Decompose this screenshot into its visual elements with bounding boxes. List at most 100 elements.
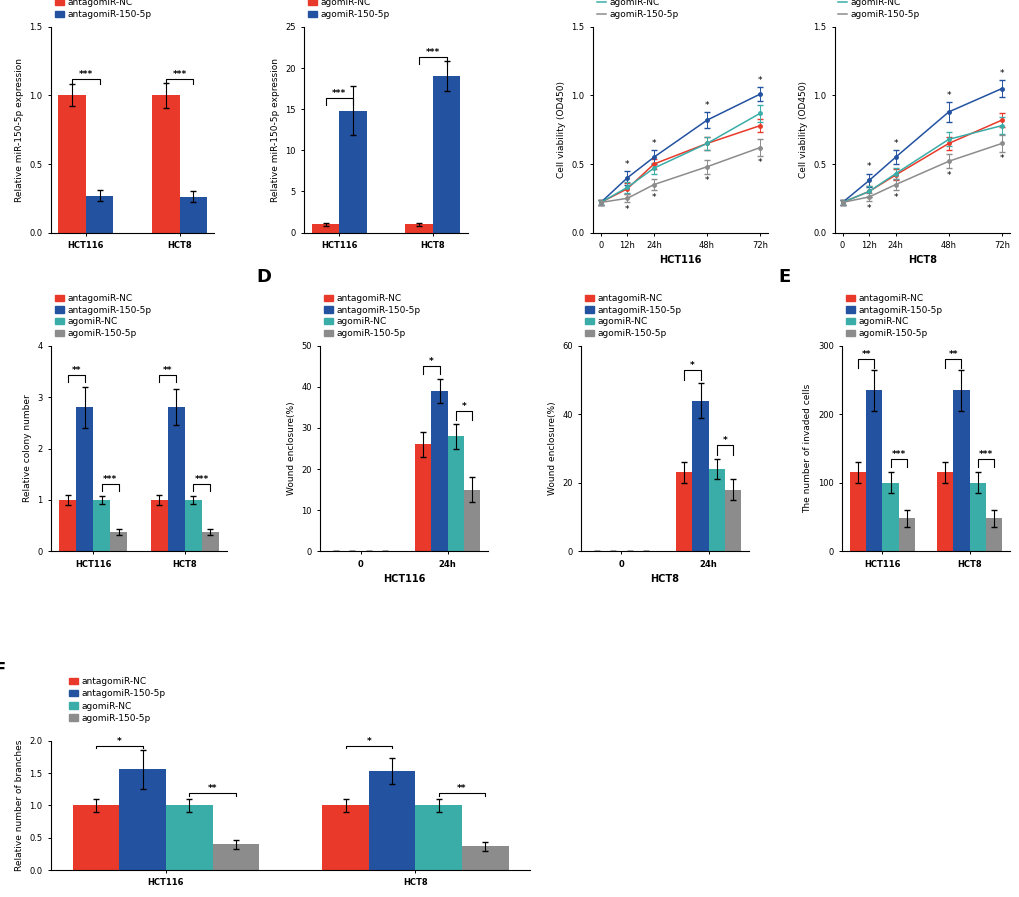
- Text: *: *: [893, 193, 897, 202]
- Bar: [179, 197, 207, 232]
- Bar: [447, 436, 464, 552]
- Text: D: D: [257, 267, 271, 285]
- Bar: [953, 390, 969, 552]
- Text: ***: ***: [172, 70, 186, 79]
- Text: *: *: [999, 154, 1003, 163]
- Text: *: *: [651, 139, 655, 148]
- Legend: antagomiR-NC, antagomiR-150-5p, agomiR-NC, agomiR-150-5p: antagomiR-NC, antagomiR-150-5p, agomiR-N…: [592, 0, 696, 22]
- Bar: [865, 390, 881, 552]
- Text: *: *: [366, 736, 371, 745]
- Text: **: **: [71, 367, 81, 376]
- Text: **: **: [457, 784, 467, 793]
- Bar: [86, 196, 113, 232]
- Bar: [462, 846, 508, 870]
- Text: *: *: [462, 403, 466, 412]
- Text: **: **: [860, 351, 870, 360]
- Bar: [406, 224, 432, 232]
- Bar: [202, 532, 219, 552]
- Text: F: F: [0, 661, 6, 679]
- Text: ***: ***: [195, 475, 209, 484]
- Bar: [725, 490, 741, 552]
- Bar: [152, 95, 179, 232]
- Bar: [119, 769, 166, 870]
- Text: ***: ***: [891, 449, 905, 458]
- Bar: [692, 401, 708, 552]
- Text: ***: ***: [78, 70, 93, 79]
- Y-axis label: Cell viability (OD450): Cell viability (OD450): [798, 82, 807, 179]
- Legend: antagomiR-NC, antagomiR-150-5p: antagomiR-NC, antagomiR-150-5p: [51, 0, 155, 22]
- Text: E: E: [777, 267, 790, 285]
- Bar: [58, 95, 86, 232]
- Bar: [415, 806, 462, 870]
- Bar: [339, 111, 367, 232]
- Legend: antagomiR-NC, antagomiR-150-5p, agomiR-NC, agomiR-150-5p: antagomiR-NC, antagomiR-150-5p, agomiR-N…: [834, 0, 937, 22]
- Text: **: **: [163, 367, 172, 376]
- Bar: [93, 500, 110, 552]
- Y-axis label: The number of invaded cells: The number of invaded cells: [803, 384, 812, 513]
- Bar: [59, 500, 76, 552]
- Legend: antagomiR-NC, antagomiR-150-5p, agomiR-NC, agomiR-150-5p: antagomiR-NC, antagomiR-150-5p, agomiR-N…: [581, 291, 685, 342]
- Y-axis label: Relative number of branches: Relative number of branches: [15, 740, 24, 871]
- Bar: [969, 483, 985, 552]
- X-axis label: HCT116: HCT116: [382, 574, 425, 584]
- Legend: agomiR-NC, agomiR-150-5p: agomiR-NC, agomiR-150-5p: [304, 0, 393, 22]
- Bar: [881, 483, 898, 552]
- Bar: [936, 473, 953, 552]
- Bar: [151, 500, 167, 552]
- Text: *: *: [999, 69, 1003, 78]
- Bar: [415, 444, 431, 552]
- Text: *: *: [625, 160, 629, 169]
- Bar: [431, 391, 447, 552]
- Text: *: *: [689, 361, 694, 370]
- Text: *: *: [866, 162, 870, 171]
- Bar: [110, 532, 127, 552]
- Bar: [166, 806, 212, 870]
- Y-axis label: Wound enclosure(%): Wound enclosure(%): [547, 402, 556, 495]
- Bar: [322, 806, 369, 870]
- Bar: [212, 844, 259, 870]
- Text: *: *: [704, 100, 708, 109]
- Text: *: *: [429, 357, 433, 366]
- Bar: [312, 224, 339, 232]
- Text: *: *: [117, 736, 121, 745]
- Bar: [985, 518, 1002, 552]
- Legend: antagomiR-NC, antagomiR-150-5p, agomiR-NC, agomiR-150-5p: antagomiR-NC, antagomiR-150-5p, agomiR-N…: [320, 291, 424, 342]
- Text: ***: ***: [425, 48, 439, 57]
- Legend: antagomiR-NC, antagomiR-150-5p, agomiR-NC, agomiR-150-5p: antagomiR-NC, antagomiR-150-5p, agomiR-N…: [65, 674, 169, 727]
- Legend: antagomiR-NC, antagomiR-150-5p, agomiR-NC, agomiR-150-5p: antagomiR-NC, antagomiR-150-5p, agomiR-N…: [51, 291, 155, 342]
- Bar: [898, 518, 914, 552]
- Bar: [72, 806, 119, 870]
- Legend: antagomiR-NC, antagomiR-150-5p, agomiR-NC, agomiR-150-5p: antagomiR-NC, antagomiR-150-5p, agomiR-N…: [842, 291, 946, 342]
- Bar: [432, 76, 460, 232]
- Y-axis label: Relative colony number: Relative colony number: [22, 395, 32, 502]
- Y-axis label: Cell viability (OD450): Cell viability (OD450): [556, 82, 566, 179]
- Text: *: *: [946, 91, 950, 100]
- Text: ***: ***: [332, 90, 346, 99]
- Text: *: *: [651, 193, 655, 202]
- Text: ***: ***: [103, 475, 117, 484]
- Bar: [676, 473, 692, 552]
- Y-axis label: Wound enclosure(%): Wound enclosure(%): [286, 402, 296, 495]
- Bar: [708, 469, 725, 552]
- Text: **: **: [208, 784, 217, 793]
- Bar: [369, 771, 415, 870]
- Bar: [464, 490, 480, 552]
- Y-axis label: Relative miR-150-5p expression: Relative miR-150-5p expression: [271, 57, 280, 202]
- Text: ***: ***: [978, 449, 993, 458]
- Text: *: *: [893, 139, 897, 148]
- Bar: [184, 500, 202, 552]
- Text: *: *: [704, 176, 708, 185]
- X-axis label: HCT116: HCT116: [658, 256, 701, 266]
- Bar: [76, 407, 93, 552]
- Text: *: *: [946, 170, 950, 179]
- Text: *: *: [866, 204, 870, 213]
- Bar: [167, 407, 184, 552]
- X-axis label: HCT8: HCT8: [650, 574, 679, 584]
- Bar: [849, 473, 865, 552]
- Text: *: *: [721, 436, 727, 445]
- Text: *: *: [757, 159, 761, 168]
- Text: *: *: [625, 205, 629, 214]
- X-axis label: HCT8: HCT8: [907, 256, 935, 266]
- Text: *: *: [757, 76, 761, 85]
- Y-axis label: Relative miR-150-5p expression: Relative miR-150-5p expression: [15, 57, 24, 202]
